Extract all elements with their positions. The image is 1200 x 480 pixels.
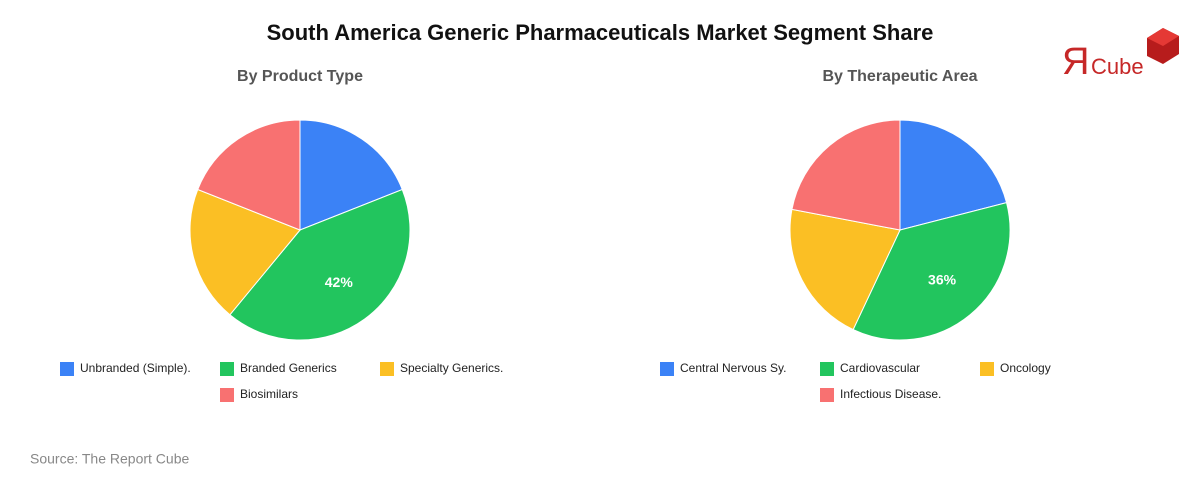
logo: Я Cube	[1062, 28, 1179, 83]
legend-swatch	[980, 362, 994, 376]
legend-label: Specialty Generics.	[400, 361, 503, 375]
legend-swatch	[60, 362, 74, 376]
logo-mark: Я	[1062, 41, 1089, 83]
pie-title: By Therapeutic Area	[822, 68, 977, 85]
data-label: 42%	[325, 274, 354, 290]
pie-slice	[197, 119, 301, 231]
legend-label: Infectious Disease.	[840, 387, 941, 401]
pie-slice	[229, 188, 411, 341]
logo-cube-top	[1147, 28, 1179, 46]
pie-slice	[789, 208, 901, 331]
legend-label: Branded Generics	[240, 361, 337, 375]
legend-swatch	[660, 362, 674, 376]
pie-title: By Product Type	[237, 68, 363, 85]
pie-slice	[299, 119, 403, 231]
logo-text: Cube	[1091, 54, 1144, 79]
data-label: 36%	[928, 272, 957, 288]
legend-label: Biosimilars	[240, 387, 298, 401]
legend-swatch	[220, 388, 234, 402]
legend-swatch	[820, 388, 834, 402]
legend-label: Unbranded (Simple).	[80, 361, 191, 375]
pie-slice	[189, 188, 301, 316]
legend-swatch	[380, 362, 394, 376]
legend-swatch	[220, 362, 234, 376]
legend-label: Oncology	[1000, 361, 1051, 375]
legend-label: Cardiovascular	[840, 361, 920, 375]
source-note: Source: The Report Cube	[30, 451, 189, 467]
legend-label: Central Nervous Sy.	[680, 361, 786, 375]
pie-slice	[852, 202, 1011, 341]
pie-slice	[791, 119, 901, 231]
legend-swatch	[820, 362, 834, 376]
pie-slice	[899, 119, 1008, 231]
chart-title: South America Generic Pharmaceuticals Ma…	[267, 20, 934, 45]
